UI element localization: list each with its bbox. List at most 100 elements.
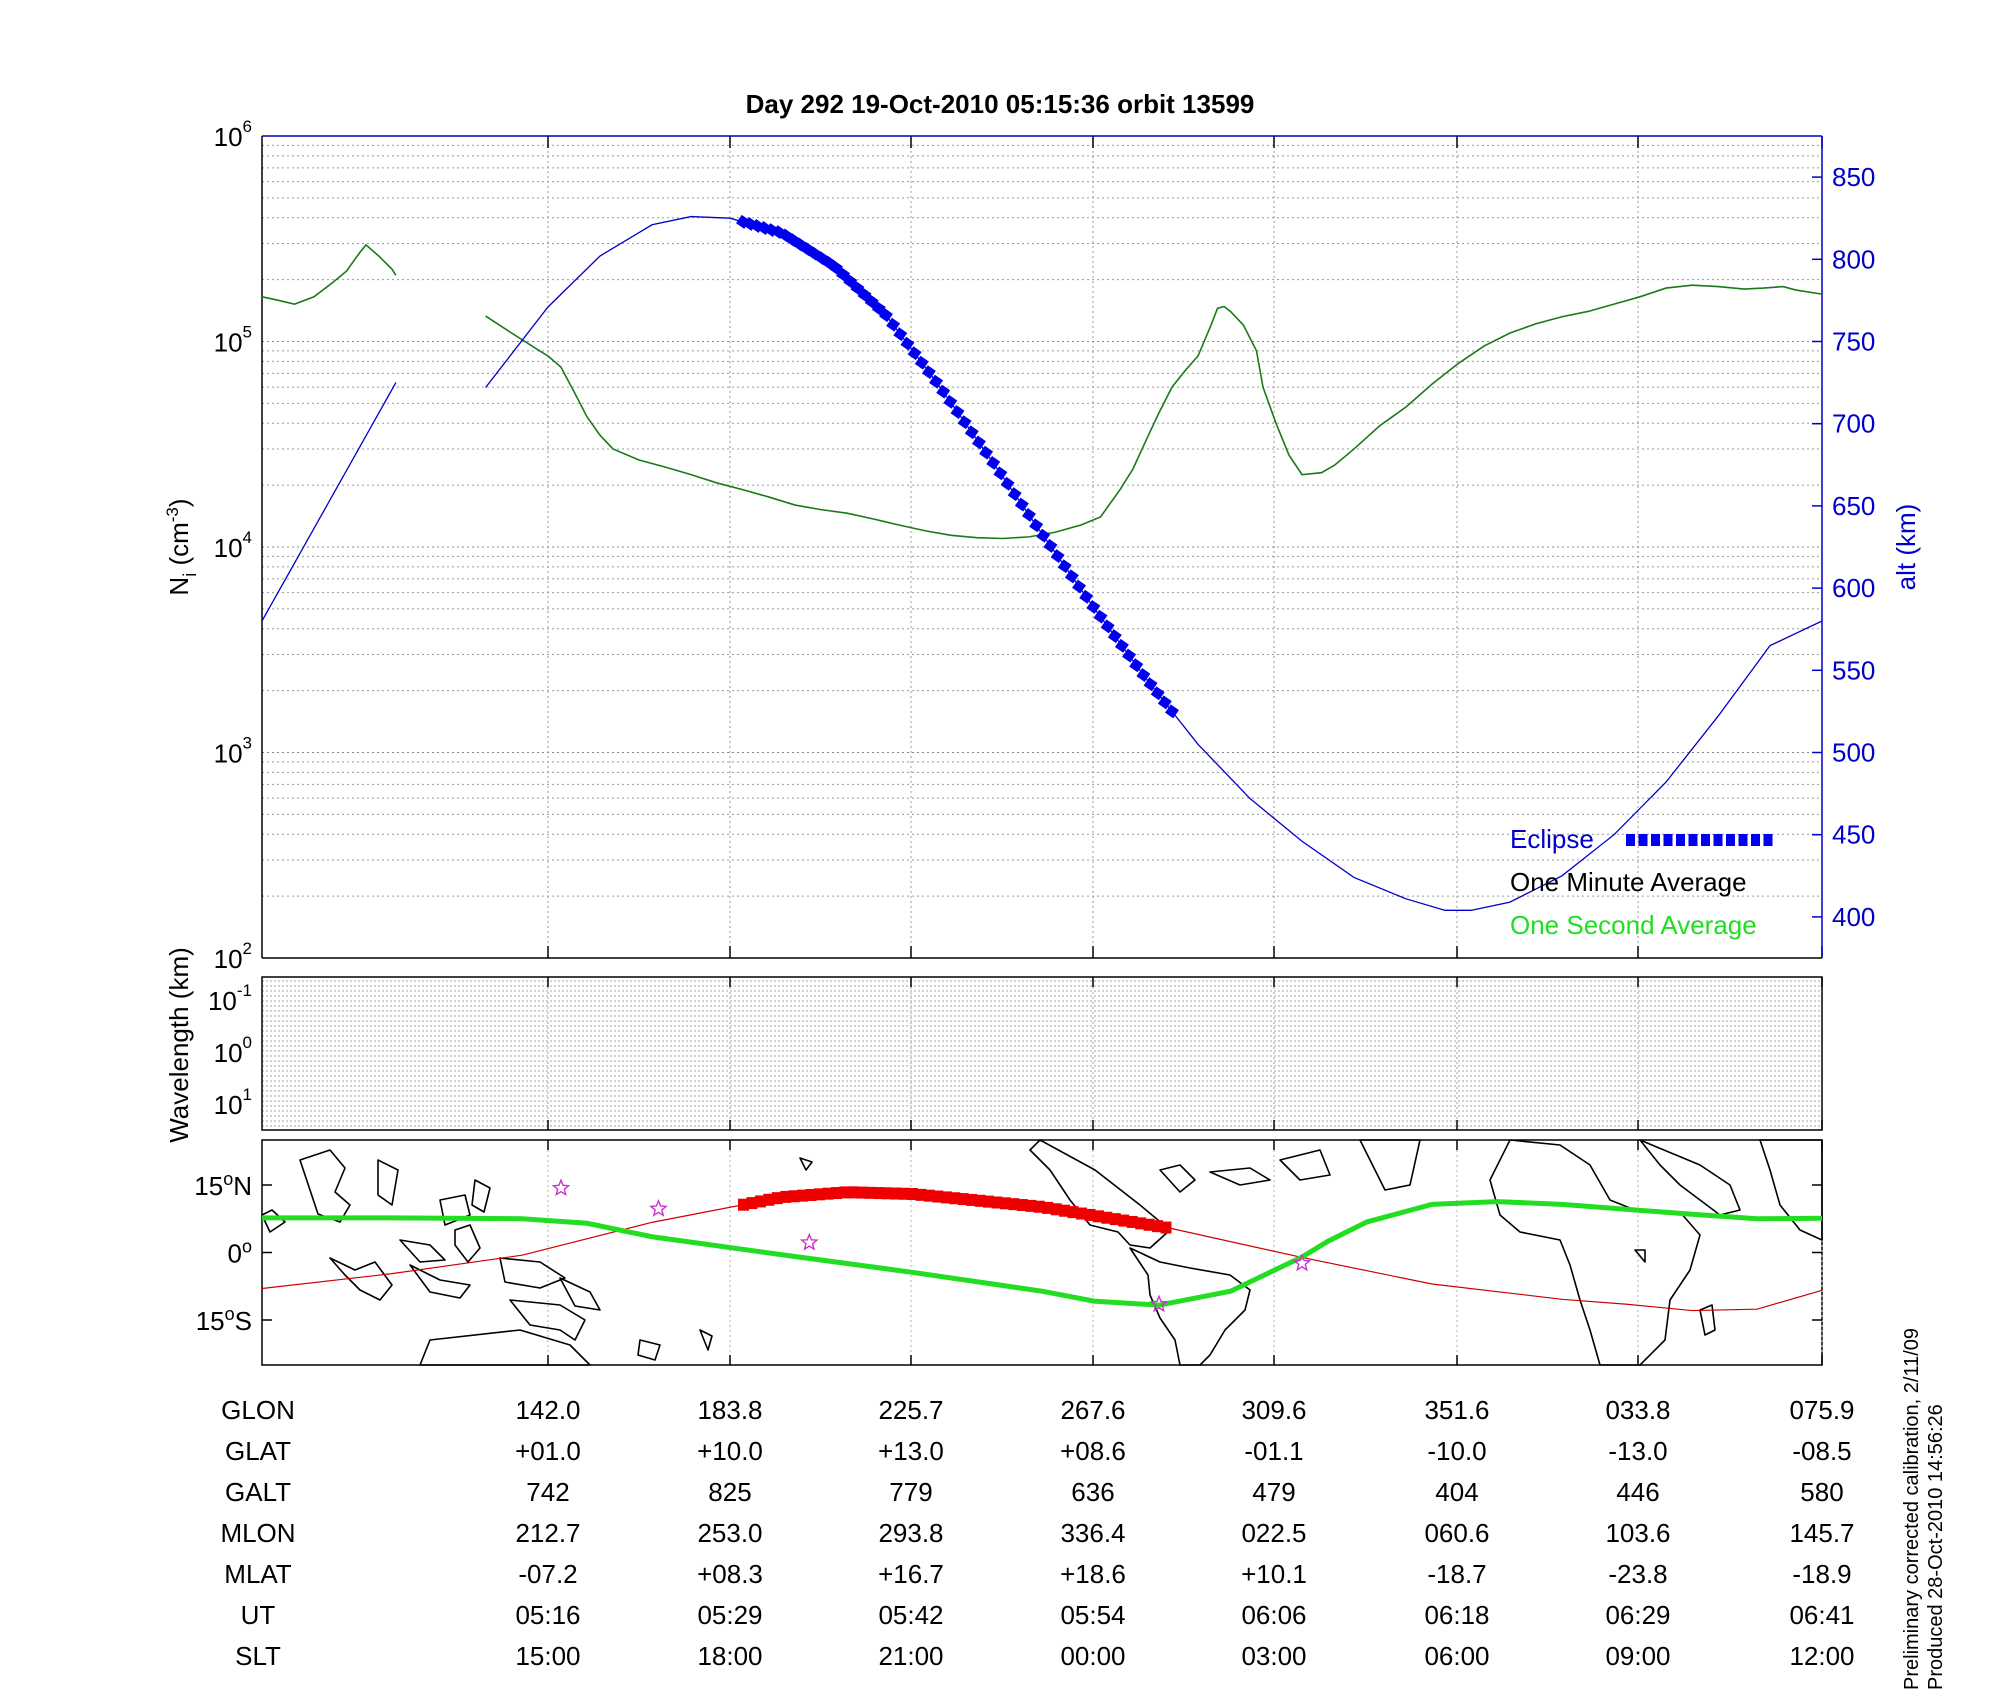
- table-cell: 351.6: [1424, 1395, 1489, 1425]
- table-cell: -07.2: [518, 1559, 577, 1589]
- y2-tick-label: 600: [1832, 573, 1875, 603]
- map-y-tick-hemisphere: N: [233, 1171, 252, 1201]
- y-tick-label: 104: [214, 528, 252, 563]
- coastline: [509, 1299, 586, 1341]
- eclipse-track-marker: [822, 1187, 834, 1200]
- y2-tick-label: 750: [1832, 327, 1875, 357]
- orbit-data-table: GLON 142.0 183.8 225.7 267.6 309.6 351.6 033.8 0…: [220, 1395, 1854, 1671]
- coastline: [559, 1277, 601, 1311]
- coastline: [499, 1257, 566, 1289]
- table-cell: 309.6: [1241, 1395, 1306, 1425]
- eclipse-marker: [1057, 559, 1072, 574]
- table-cell: 05:16: [515, 1600, 580, 1630]
- table-cell: -18.7: [1427, 1559, 1486, 1589]
- wave-y-tick-label: 10-1: [208, 981, 252, 1016]
- table-cell: 336.4: [1060, 1518, 1125, 1548]
- coastline: [329, 1257, 393, 1301]
- table-cell: 12:00: [1789, 1641, 1854, 1671]
- star-marker: [551, 1178, 571, 1197]
- map-y-tick-label: 15oN: [194, 1169, 252, 1201]
- map-y-tick-degrees: 15: [194, 1171, 223, 1201]
- table-cell: 142.0: [515, 1395, 580, 1425]
- table-row-label: MLON: [220, 1518, 295, 1548]
- table-cell: 06:06: [1241, 1600, 1306, 1630]
- table-cell: -08.5: [1792, 1436, 1851, 1466]
- wave-y-tick-label: 100: [214, 1033, 252, 1068]
- coastline: [1209, 1167, 1271, 1186]
- table-cell: 18:00: [697, 1641, 762, 1671]
- table-cell: +10.1: [1241, 1559, 1307, 1589]
- coastline: [471, 1179, 491, 1213]
- table-cell: -23.8: [1608, 1559, 1667, 1589]
- map-frame: [261, 1139, 1823, 1366]
- eclipse-marker: [979, 445, 994, 460]
- eclipse-marker: [1136, 668, 1151, 682]
- y-axis-label: Ni (cm-3): [163, 498, 200, 595]
- table-cell: 404: [1435, 1477, 1478, 1507]
- coastline: [454, 1224, 481, 1263]
- y-tick-label: 105: [214, 323, 252, 358]
- eclipse-marker: [1107, 629, 1122, 644]
- eclipse-marker: [929, 374, 944, 389]
- eclipse-track-marker: [999, 1197, 1011, 1210]
- table-cell: 075.9: [1789, 1395, 1854, 1425]
- coastline: [1279, 1149, 1331, 1181]
- table-cell: 022.5: [1241, 1518, 1306, 1548]
- table-cell: 033.8: [1605, 1395, 1670, 1425]
- chart-title: Day 292 19-Oct-2010 05:15:36 orbit 13599: [746, 89, 1255, 119]
- map-y-tick-degrees: 0: [228, 1239, 242, 1269]
- eclipse-track-marker: [864, 1186, 876, 1199]
- legend-eclipse-swatch: [1701, 834, 1710, 846]
- eclipse-track-marker: [746, 1197, 758, 1210]
- y-axis-label-part: N: [164, 577, 194, 596]
- eclipse-marker: [1150, 686, 1165, 701]
- y2-tick-label: 500: [1832, 738, 1875, 768]
- wave-y-tick-base: 10: [214, 1038, 243, 1068]
- table-cell: 03:00: [1241, 1641, 1306, 1671]
- table-row-label: UT: [241, 1600, 276, 1630]
- eclipse-track-marker: [830, 1187, 842, 1200]
- table-cell: 825: [708, 1477, 751, 1507]
- altitude-line: [261, 382, 397, 622]
- table-cell: 103.6: [1605, 1518, 1670, 1548]
- eclipse-track-marker: [907, 1188, 918, 1200]
- eclipse-track-marker: [974, 1194, 986, 1207]
- eclipse-track-marker: [1160, 1221, 1172, 1234]
- eclipse-track-marker: [1042, 1201, 1054, 1214]
- legend-one-minute-label: One Minute Average: [1510, 867, 1747, 897]
- eclipse-track-marker: [1008, 1198, 1020, 1211]
- y-tick-base: 10: [214, 533, 243, 563]
- eclipse-marker: [1072, 579, 1087, 594]
- coastline: [1489, 1139, 1701, 1366]
- eclipse-track-marker: [805, 1188, 817, 1201]
- map-y-tick-degree-sign: o: [223, 1169, 233, 1189]
- star-marker: [1292, 1253, 1312, 1272]
- table-cell: 06:29: [1605, 1600, 1670, 1630]
- y-tick-label: 106: [214, 117, 252, 152]
- wave-y-tick-exp: 0: [243, 1033, 252, 1052]
- table-cell: +10.0: [697, 1436, 763, 1466]
- table-cell: 06:41: [1789, 1600, 1854, 1630]
- wave-y-tick-base: 10: [208, 986, 237, 1016]
- y-tick-exp: 5: [243, 323, 252, 342]
- legend-eclipse-swatch: [1638, 834, 1648, 846]
- eclipse-track-marker: [1050, 1203, 1062, 1216]
- table-row-label: MLAT: [224, 1559, 292, 1589]
- map-y-tick-hemisphere: S: [235, 1306, 252, 1336]
- table-cell: -13.0: [1608, 1436, 1667, 1466]
- table-cell: -01.1: [1244, 1436, 1303, 1466]
- table-cell: 183.8: [697, 1395, 762, 1425]
- table-row-label: GLAT: [225, 1436, 291, 1466]
- legend-eclipse-swatch: [1626, 834, 1635, 846]
- table-cell: 293.8: [878, 1518, 943, 1548]
- eclipse-marker: [914, 355, 929, 370]
- table-cell: +08.3: [697, 1559, 763, 1589]
- eclipse-marker: [1114, 638, 1129, 653]
- wave-y-tick-exp: -1: [237, 981, 252, 1000]
- eclipse-track-marker: [881, 1187, 893, 1200]
- table-cell: +18.6: [1060, 1559, 1126, 1589]
- altitude-line: [485, 215, 1823, 911]
- map-y-tick-degree-sign: o: [242, 1237, 252, 1257]
- eclipse-marker: [907, 346, 922, 361]
